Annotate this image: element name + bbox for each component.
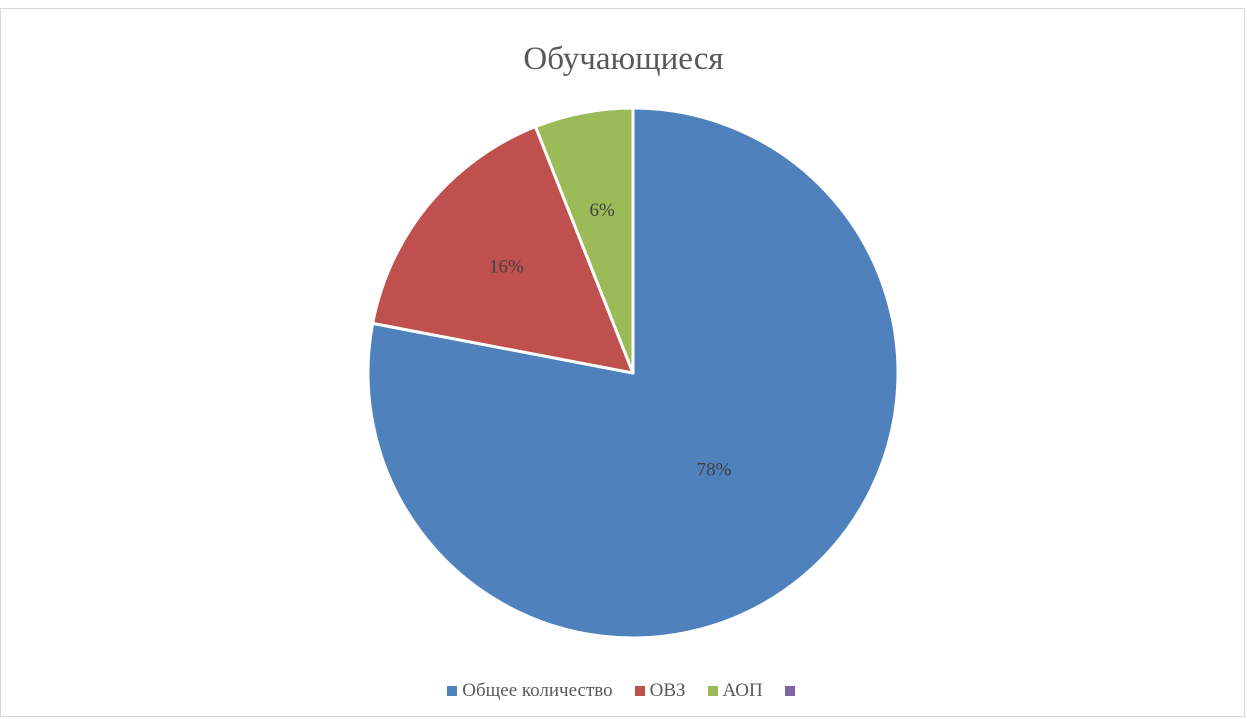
legend-label-2: ОВЗ <box>649 680 686 701</box>
data-label-2: 16% <box>489 257 524 278</box>
legend-item-2: ОВЗ <box>634 680 686 702</box>
legend-item-1: Общее количество <box>447 680 613 702</box>
legend-label-1: Общее количество <box>462 680 613 701</box>
chart-title: Обучающиеся <box>523 41 724 77</box>
data-label-1: 78% <box>697 459 732 480</box>
legend-item-4 <box>784 686 800 696</box>
legend-item-3: АОП <box>707 680 763 702</box>
pie-chart: 78% 16% 6% <box>366 106 900 640</box>
pie-slice-2 <box>371 125 635 375</box>
chart-area: Обучающиеся 78% 16% 6% Общее количество ОВЗ… <box>0 8 1245 717</box>
legend-label-3: АОП <box>722 680 763 701</box>
legend: Общее количество ОВЗ АОП <box>1 680 1246 702</box>
pie-slice-3 <box>533 106 635 375</box>
legend-swatch-3 <box>707 686 718 696</box>
legend-swatch-2 <box>634 686 645 696</box>
legend-swatch-4 <box>784 686 795 696</box>
legend-swatch-1 <box>447 686 458 696</box>
data-label-3: 6% <box>590 200 616 221</box>
